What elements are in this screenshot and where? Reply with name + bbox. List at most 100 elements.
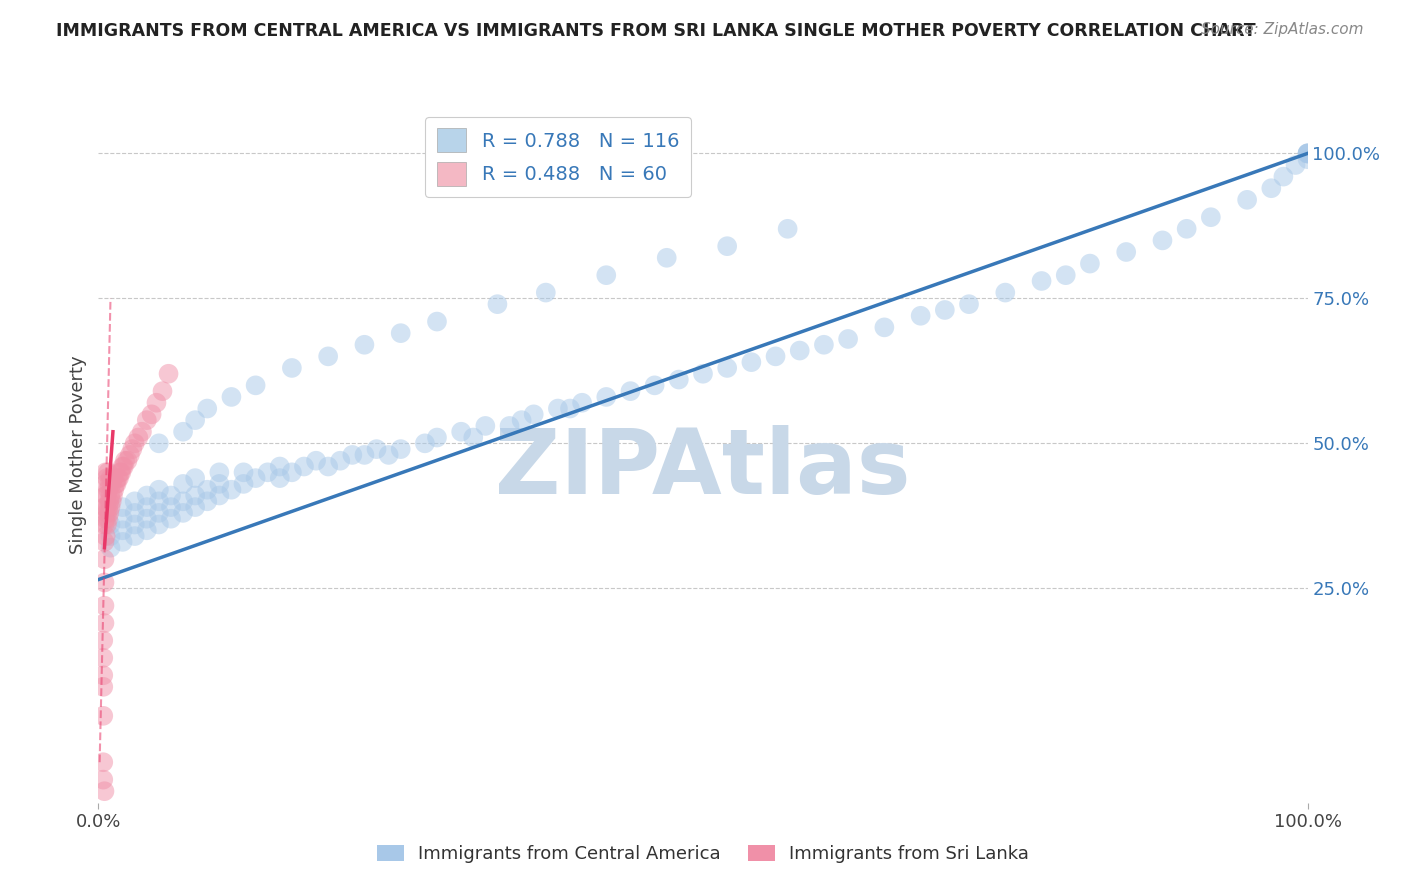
Point: [96, 489, 118, 503]
Point: [957, 297, 980, 311]
Point: [366, 442, 388, 457]
Point: [124, 529, 146, 543]
Point: [93, 575, 115, 590]
Point: [111, 500, 134, 514]
Point: [117, 453, 139, 467]
Point: [813, 338, 835, 352]
Point: [91, 755, 114, 769]
Point: [148, 436, 170, 450]
Point: [269, 459, 291, 474]
Point: [96, 517, 118, 532]
Point: [157, 367, 180, 381]
Point: [103, 483, 125, 497]
Point: [97, 511, 120, 525]
Point: [716, 239, 738, 253]
Point: [100, 489, 122, 503]
Point: [1031, 274, 1053, 288]
Point: [1115, 244, 1137, 259]
Point: [98, 506, 121, 520]
Point: [152, 384, 174, 399]
Point: [837, 332, 859, 346]
Point: [96, 471, 118, 485]
Point: [101, 489, 124, 503]
Point: [160, 489, 183, 503]
Point: [486, 297, 509, 311]
Point: [426, 431, 449, 445]
Point: [523, 407, 546, 422]
Point: [316, 459, 339, 474]
Point: [98, 494, 121, 508]
Point: [100, 517, 122, 532]
Point: [221, 483, 243, 497]
Point: [426, 315, 449, 329]
Point: [692, 367, 714, 381]
Point: [91, 668, 114, 682]
Point: [124, 517, 146, 532]
Point: [172, 425, 194, 439]
Point: [148, 483, 170, 497]
Point: [329, 453, 352, 467]
Point: [195, 401, 218, 416]
Point: [655, 251, 678, 265]
Point: [789, 343, 811, 358]
Text: IMMIGRANTS FROM CENTRAL AMERICA VS IMMIGRANTS FROM SRI LANKA SINGLE MOTHER POVER: IMMIGRANTS FROM CENTRAL AMERICA VS IMMIG…: [56, 22, 1256, 40]
Point: [463, 431, 485, 445]
Point: [221, 390, 243, 404]
Point: [127, 431, 149, 445]
Point: [94, 466, 117, 480]
Point: [111, 523, 134, 537]
Point: [131, 425, 153, 439]
Point: [1296, 152, 1319, 166]
Point: [1296, 146, 1319, 161]
Point: [1260, 181, 1282, 195]
Point: [124, 506, 146, 520]
Point: [100, 541, 122, 555]
Point: [1054, 268, 1077, 282]
Point: [498, 419, 520, 434]
Point: [91, 651, 114, 665]
Point: [1296, 146, 1319, 161]
Point: [135, 511, 157, 525]
Point: [93, 784, 115, 798]
Point: [1284, 158, 1306, 172]
Point: [124, 436, 146, 450]
Point: [1296, 146, 1319, 161]
Point: [160, 500, 183, 514]
Point: [172, 494, 194, 508]
Point: [91, 772, 114, 787]
Point: [1199, 211, 1222, 225]
Point: [118, 448, 141, 462]
Point: [145, 396, 167, 410]
Point: [184, 413, 207, 427]
Point: [100, 500, 122, 514]
Point: [108, 466, 131, 480]
Point: [281, 361, 304, 376]
Point: [474, 419, 496, 434]
Point: [1078, 257, 1101, 271]
Point: [305, 453, 328, 467]
Point: [245, 471, 267, 485]
Point: [644, 378, 666, 392]
Point: [104, 476, 127, 491]
Point: [1152, 233, 1174, 247]
Point: [108, 471, 131, 485]
Point: [740, 355, 762, 369]
Point: [112, 459, 135, 474]
Point: [94, 489, 117, 503]
Point: [716, 361, 738, 376]
Point: [910, 309, 932, 323]
Point: [97, 500, 120, 514]
Point: [389, 442, 412, 457]
Point: [873, 320, 896, 334]
Y-axis label: Single Mother Poverty: Single Mother Poverty: [69, 356, 87, 554]
Point: [534, 285, 557, 300]
Point: [547, 401, 569, 416]
Legend: Immigrants from Central America, Immigrants from Sri Lanka: Immigrants from Central America, Immigra…: [370, 838, 1036, 871]
Point: [114, 453, 136, 467]
Point: [389, 326, 412, 341]
Point: [111, 534, 134, 549]
Point: [208, 489, 231, 503]
Point: [208, 476, 231, 491]
Point: [96, 506, 118, 520]
Point: [934, 303, 956, 318]
